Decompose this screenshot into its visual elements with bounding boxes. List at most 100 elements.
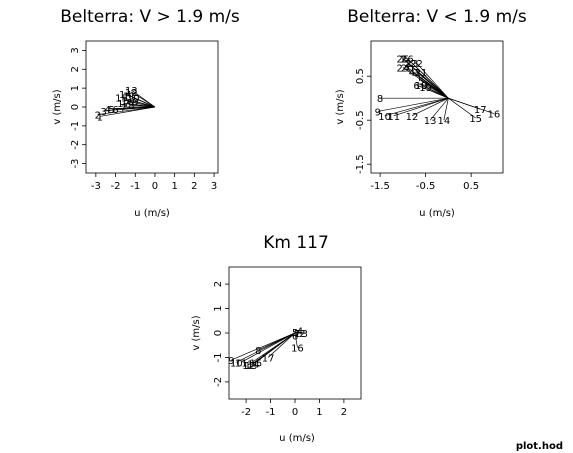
x-tick-label: 2	[341, 407, 347, 418]
x-tick-label: -2	[111, 181, 121, 192]
level-label: 7	[294, 329, 300, 340]
x-tick-label: 3	[211, 181, 217, 192]
level-label: 13	[424, 116, 437, 127]
wind-vector	[99, 106, 156, 117]
wind-vector	[267, 332, 296, 358]
hodograph-marks: 1234567891011121314151617	[95, 86, 156, 123]
wind-vector	[443, 98, 449, 121]
y-tick-label: 1	[213, 305, 224, 311]
level-label: 12	[406, 112, 419, 123]
level-label: 11	[235, 358, 248, 369]
level-label: 5	[418, 77, 424, 88]
wind-vector	[294, 330, 301, 334]
level-label: 1	[97, 112, 103, 123]
level-label: 1	[400, 55, 406, 66]
x-axis-ticks: -1.5 -0.5 0.5	[370, 173, 479, 192]
wind-vector	[255, 332, 296, 363]
level-label: 11	[387, 112, 400, 123]
level-label: 7	[120, 103, 126, 114]
panel-title: Km 117	[263, 233, 329, 253]
level-label: 4	[104, 105, 110, 116]
level-label: 16	[488, 110, 501, 121]
x-axis-ticks: -3 -2 -1 0 1 2 3	[91, 173, 217, 192]
level-label: 2	[299, 329, 305, 340]
level-label: 15	[469, 114, 482, 125]
level-label: 17	[474, 105, 487, 116]
wind-vector	[97, 106, 156, 115]
level-label: 4	[297, 327, 303, 338]
x-tick-label: 1	[171, 181, 177, 192]
level-label: 5	[108, 105, 114, 116]
x-tick-label: -1	[266, 407, 276, 418]
hodograph-panel-belterra-fast: Belterra: V > 1.9 m/s u (m/s) v (m/s) -3…	[52, 7, 240, 219]
level-label: 18	[415, 81, 428, 92]
level-label: 13	[125, 86, 138, 97]
y-tick-label: 1	[70, 85, 81, 91]
level-label: 23	[406, 59, 419, 70]
wind-vector	[384, 97, 449, 117]
level-label: 10	[378, 112, 391, 123]
level-label: 24	[396, 63, 409, 74]
wind-vector	[121, 97, 156, 108]
level-label: 3	[413, 68, 419, 79]
level-label: 2	[95, 111, 101, 122]
level-label: 16	[291, 344, 304, 355]
level-label: 6	[292, 331, 298, 342]
x-tick-label: 0	[152, 181, 158, 192]
x-tick-label: 0.5	[463, 181, 479, 192]
wind-vector	[127, 100, 156, 108]
x-tick-label: -1	[130, 181, 140, 192]
wind-vector	[402, 67, 449, 99]
wind-vector	[123, 102, 155, 108]
y-tick-label: 2	[213, 281, 224, 287]
wind-vector	[231, 332, 296, 361]
wind-vector	[377, 97, 449, 112]
level-label: 15	[115, 94, 128, 105]
level-label: 17	[262, 353, 275, 364]
x-axis-ticks: -2 -1 0 1 2	[241, 399, 347, 418]
y-tick-label: 0.5	[355, 68, 366, 84]
y-tick-label: -1.5	[355, 154, 366, 174]
wind-vector	[411, 97, 449, 117]
y-tick-label: 0	[70, 104, 81, 110]
x-tick-label: -2	[241, 407, 251, 418]
y-tick-label: 2	[70, 66, 81, 72]
y-tick-label: -3	[70, 159, 81, 169]
level-label: 20	[401, 63, 414, 74]
level-label: 9	[375, 107, 381, 118]
y-axis-label: v (m/s)	[52, 89, 63, 124]
level-label: 1	[294, 329, 300, 340]
y-tick-label: -0.5	[355, 110, 366, 130]
footer-filename: plot.hod	[516, 441, 563, 452]
wind-vector	[393, 97, 449, 117]
level-label: 14	[247, 360, 260, 371]
hodograph-marks: 1234567891011121314151617181920212223242…	[375, 55, 501, 128]
wind-vector	[241, 332, 296, 363]
y-tick-label: 0	[213, 330, 224, 336]
level-label: 10	[127, 94, 140, 105]
level-label: 17	[117, 99, 130, 110]
x-axis-label: u (m/s)	[134, 208, 170, 219]
level-label: 3	[302, 329, 308, 340]
wind-vector	[294, 332, 298, 348]
x-tick-label: -0.5	[416, 181, 436, 192]
x-tick-label: 0	[292, 407, 298, 418]
wind-vector	[407, 67, 449, 99]
level-label: 19	[419, 83, 432, 94]
level-label: 8	[128, 101, 134, 112]
y-tick-label: -2	[70, 140, 81, 150]
wind-vector	[402, 58, 449, 99]
level-label: 12	[242, 361, 255, 372]
wind-vector	[125, 93, 156, 108]
level-label: 26	[401, 55, 414, 66]
panel-title: Belterra: V < 1.9 m/s	[347, 7, 527, 27]
y-axis-ticks: -2 -1 0 1 2	[213, 281, 229, 387]
wind-vector	[131, 89, 156, 108]
y-tick-label: -2	[213, 377, 224, 387]
wind-vector	[407, 58, 449, 99]
level-label: 14	[119, 90, 132, 101]
wind-vector	[448, 97, 476, 119]
hodograph-panel-belterra-slow: Belterra: V < 1.9 m/s u (m/s) v (m/s) -1…	[335, 7, 527, 219]
x-tick-label: 2	[191, 181, 197, 192]
